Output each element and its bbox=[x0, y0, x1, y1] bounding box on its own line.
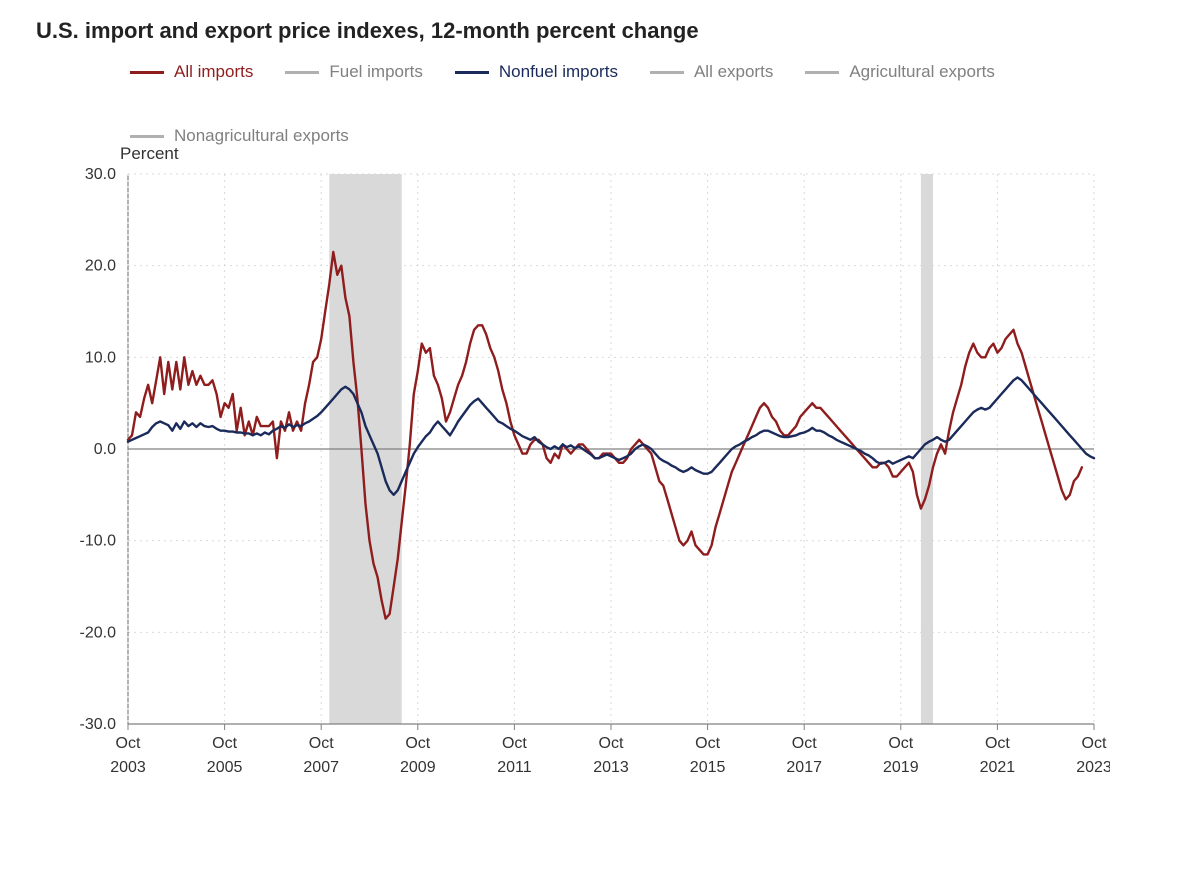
y-tick-label: 10.0 bbox=[85, 349, 116, 366]
plot-area: -30.0 -20.0 -10.0 0.0 10.0 20.0 30.0 Oct 2003 Oct… bbox=[30, 164, 1170, 784]
x-tick-label-year: 2015 bbox=[690, 759, 726, 776]
chart-container: U.S. import and export price indexes, 12… bbox=[0, 0, 1200, 873]
legend-item-all-exports[interactable]: All exports bbox=[650, 58, 773, 86]
x-tick-label-year: 2019 bbox=[883, 759, 919, 776]
legend-swatch bbox=[455, 71, 489, 74]
x-tick-label-month: Oct bbox=[695, 735, 720, 752]
x-tick-label-year: 2021 bbox=[980, 759, 1016, 776]
x-tick-label-year: 2009 bbox=[400, 759, 436, 776]
legend-swatch bbox=[285, 71, 319, 74]
chart-svg: -30.0 -20.0 -10.0 0.0 10.0 20.0 30.0 Oct 2003 Oct… bbox=[30, 164, 1110, 784]
x-tick-label-month: Oct bbox=[1082, 735, 1107, 752]
x-tick-label-month: Oct bbox=[405, 735, 430, 752]
y-tick-label: -10.0 bbox=[80, 533, 117, 550]
chart-legend: All imports Fuel imports Nonfuel imports Al… bbox=[130, 58, 1170, 150]
x-tick-label-month: Oct bbox=[888, 735, 913, 752]
legend-label: All imports bbox=[174, 58, 253, 86]
legend-swatch bbox=[650, 71, 684, 74]
x-tick-label-month: Oct bbox=[309, 735, 334, 752]
x-tick-label-month: Oct bbox=[116, 735, 141, 752]
x-tick-label-year: 2007 bbox=[303, 759, 339, 776]
legend-item-agricultural-exports[interactable]: Agricultural exports bbox=[805, 58, 995, 86]
legend-item-fuel-imports[interactable]: Fuel imports bbox=[285, 58, 423, 86]
legend-label: Nonagricultural exports bbox=[174, 122, 349, 150]
y-tick-label: -20.0 bbox=[80, 624, 117, 641]
chart-title: U.S. import and export price indexes, 12… bbox=[36, 18, 1170, 44]
x-tick-label-year: 2005 bbox=[207, 759, 243, 776]
x-tick-label-year: 2017 bbox=[786, 759, 822, 776]
x-tick-label-year: 2023 bbox=[1076, 759, 1110, 776]
x-tick-label-year: 2003 bbox=[110, 759, 146, 776]
legend-row: All imports Fuel imports Nonfuel imports Al… bbox=[130, 58, 1170, 150]
x-tick-label-year: 2011 bbox=[497, 759, 532, 776]
x-tick-label-year: 2013 bbox=[593, 759, 629, 776]
legend-label: Fuel imports bbox=[329, 58, 423, 86]
y-tick-label: 20.0 bbox=[85, 258, 116, 275]
x-tick-label-month: Oct bbox=[599, 735, 624, 752]
legend-label: Nonfuel imports bbox=[499, 58, 618, 86]
x-tick-label-month: Oct bbox=[792, 735, 817, 752]
legend-swatch bbox=[130, 135, 164, 138]
y-tick-label: 30.0 bbox=[85, 166, 116, 183]
x-tick-label-month: Oct bbox=[502, 735, 527, 752]
legend-label: Agricultural exports bbox=[849, 58, 995, 86]
legend-item-all-imports[interactable]: All imports bbox=[130, 58, 253, 86]
legend-label: All exports bbox=[694, 58, 773, 86]
x-tick-label-month: Oct bbox=[212, 735, 237, 752]
y-axis-title: Percent bbox=[120, 144, 179, 164]
series-all-imports bbox=[128, 252, 1082, 619]
y-tick-label: -30.0 bbox=[80, 716, 117, 733]
legend-item-nonfuel-imports[interactable]: Nonfuel imports bbox=[455, 58, 618, 86]
legend-swatch bbox=[130, 71, 164, 74]
legend-swatch bbox=[805, 71, 839, 74]
y-tick-label: 0.0 bbox=[94, 441, 116, 458]
x-tick-label-month: Oct bbox=[985, 735, 1010, 752]
